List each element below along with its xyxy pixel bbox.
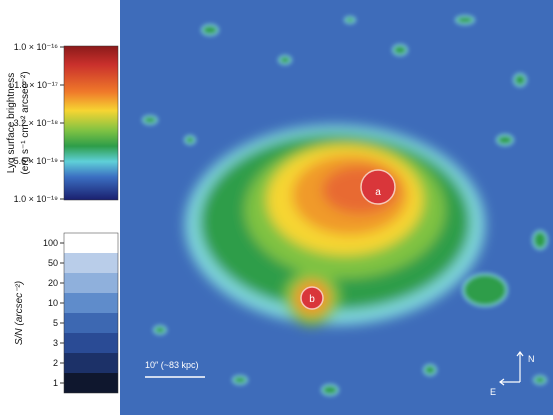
north-label: N	[528, 354, 535, 364]
sn-tick-label: 50	[48, 258, 58, 268]
sb-tick-label: 1.8 × 10⁻¹⁷	[14, 80, 58, 90]
sn-color-step	[64, 273, 118, 293]
sb-tick-label: 1.0 × 10⁻¹⁹	[14, 194, 59, 204]
compass	[499, 351, 524, 386]
sn-tick-label: 20	[48, 278, 58, 288]
source-a	[360, 169, 396, 205]
sb-colorbar	[63, 45, 119, 201]
source-b	[300, 286, 324, 310]
sn-color-step	[64, 313, 118, 333]
sn-color-step	[64, 353, 118, 373]
sb-tick-label: 3.2 × 10⁻¹⁸	[14, 118, 59, 128]
sb-colorbar-units: (erg s⁻¹ cm⁻² arcsec⁻²)	[20, 71, 31, 174]
sn-color-step	[64, 253, 118, 273]
sb-tick-label: 1.0 × 10⁻¹⁶	[14, 42, 59, 52]
sn-tick-label: 10	[48, 298, 58, 308]
source-b-label: b	[309, 294, 315, 305]
sn-color-step	[64, 333, 118, 353]
sn-tick-label: 100	[43, 238, 58, 248]
sn-tick-label: 5	[53, 318, 58, 328]
sn-tick-label: 1	[53, 378, 58, 388]
sn-colorbar-frame	[63, 232, 119, 394]
sn-color-step	[64, 233, 118, 253]
east-label: E	[490, 387, 496, 397]
sn-tick-label: 2	[53, 358, 58, 368]
sn-color-step	[64, 373, 118, 393]
sb-tick-label: 5.6 × 10⁻¹⁹	[14, 156, 59, 166]
scale-bar-label: 10″ (~83 kpc)	[145, 360, 198, 370]
source-a-label: a	[375, 187, 381, 198]
sn-color-step	[64, 293, 118, 313]
sb-colorbar-title: Lyα surface brightness	[6, 73, 17, 173]
noise-spots	[142, 15, 548, 396]
sn-colorbar-title: S/N (arcsec⁻²)	[14, 281, 25, 345]
nebula	[185, 125, 485, 326]
sn-tick-label: 3	[53, 338, 58, 348]
